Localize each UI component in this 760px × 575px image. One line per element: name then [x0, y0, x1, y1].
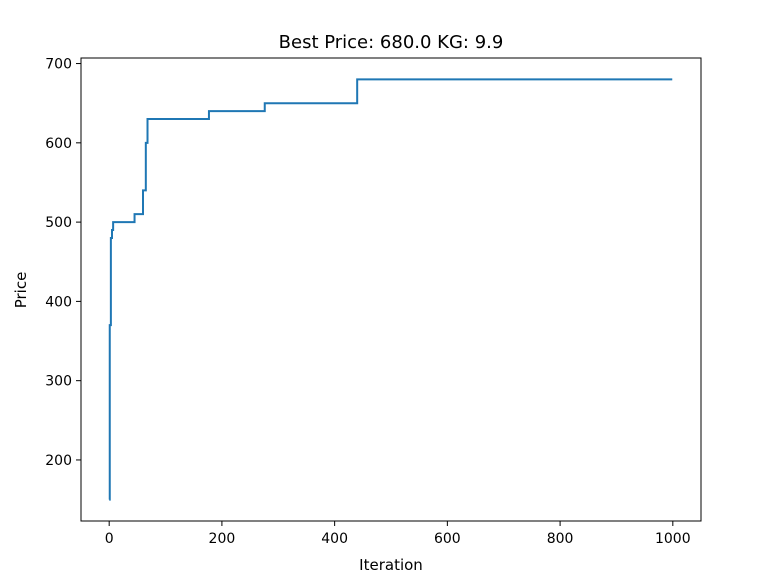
y-axis-title: Price [12, 272, 30, 309]
x-axis-ticks: 0 200 400 600 800 1000 [105, 521, 691, 547]
y-tick-label: 600 [45, 136, 72, 152]
x-tick-label: 200 [209, 531, 236, 547]
series-layer [108, 78, 673, 501]
x-tick-label: 600 [434, 531, 461, 547]
y-axis-ticks: 200 300 400 500 600 700 [45, 57, 81, 469]
plot-area [80, 57, 702, 522]
x-tick-label: 0 [105, 531, 114, 547]
y-tick-label: 300 [45, 374, 72, 390]
x-tick-label: 1000 [655, 531, 691, 547]
x-tick-label: 400 [321, 531, 348, 547]
y-tick-label: 200 [45, 453, 72, 469]
x-axis-title: Iteration [359, 556, 423, 574]
plot-frame [80, 57, 702, 522]
y-tick-label: 700 [45, 57, 72, 73]
y-tick-label: 500 [45, 215, 72, 231]
chart-title: Best Price: 680.0 KG: 9.9 [279, 32, 504, 53]
x-tick-label: 800 [547, 531, 574, 547]
price-series-line [108, 78, 673, 501]
y-tick-label: 400 [45, 294, 72, 310]
